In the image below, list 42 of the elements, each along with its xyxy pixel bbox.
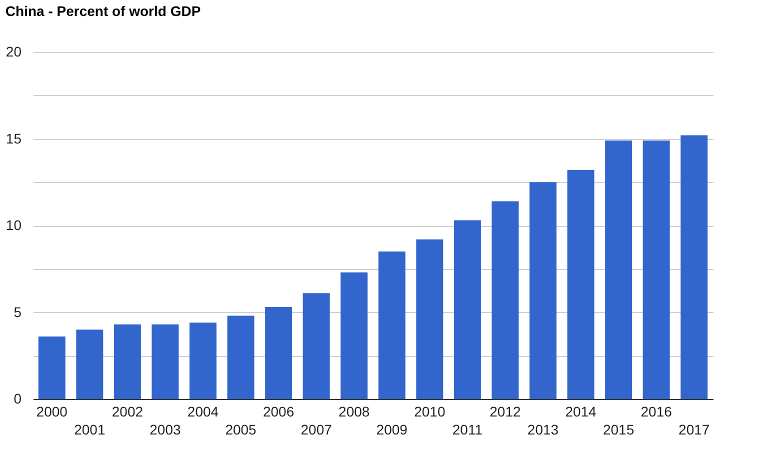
x-tick-label: 2014 xyxy=(565,404,597,420)
bar xyxy=(416,239,444,399)
x-tick-label: 2004 xyxy=(187,404,219,420)
x-tick-label: 2000 xyxy=(36,404,68,420)
x-tick-label: 2009 xyxy=(376,422,408,438)
y-tick-label: 5 xyxy=(14,304,22,320)
x-tick-label: 2008 xyxy=(338,404,370,420)
bar xyxy=(378,252,406,399)
bar xyxy=(302,293,330,399)
bar xyxy=(605,140,632,399)
bar xyxy=(567,170,594,399)
y-tick-label: 20 xyxy=(6,44,22,60)
x-tick-label: 2003 xyxy=(150,422,182,438)
x-tick-label: 2006 xyxy=(262,404,294,420)
x-tick-label: 2007 xyxy=(300,422,332,438)
y-tick-label: 15 xyxy=(6,130,22,146)
x-tick-label: 2010 xyxy=(414,404,446,420)
x-tick-label: 2013 xyxy=(527,422,559,438)
x-tick-label: 2016 xyxy=(640,404,672,420)
bar xyxy=(340,272,368,399)
y-tick-label: 10 xyxy=(6,217,22,233)
x-tick-label: 2002 xyxy=(112,404,144,420)
bar xyxy=(642,140,670,399)
x-tick-label: 2015 xyxy=(602,422,634,438)
bar xyxy=(492,201,519,399)
y-tick-label: 0 xyxy=(14,390,22,406)
bar xyxy=(680,135,708,399)
bar xyxy=(38,336,66,399)
bar xyxy=(454,220,481,399)
bar xyxy=(114,324,141,399)
bar xyxy=(152,324,179,399)
bar xyxy=(76,330,104,399)
x-tick-label: 2005 xyxy=(225,422,257,438)
bar xyxy=(530,182,556,399)
x-tick-label: 2017 xyxy=(678,422,710,438)
bar xyxy=(227,316,254,399)
chart-title: China - Percent of world GDP xyxy=(5,3,201,19)
bar xyxy=(190,322,216,399)
x-tick-label: 2001 xyxy=(74,422,106,438)
x-tick-label: 2011 xyxy=(452,422,483,438)
x-tick-label: 2012 xyxy=(490,404,522,420)
bar xyxy=(265,307,292,399)
